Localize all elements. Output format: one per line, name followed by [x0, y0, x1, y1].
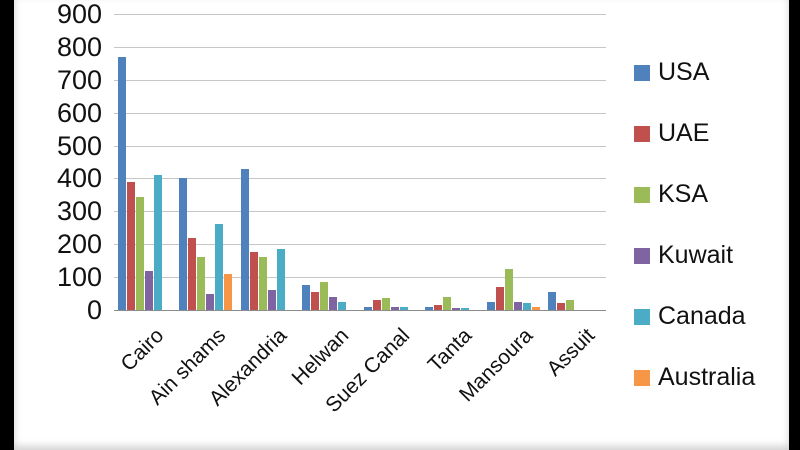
y-axis-tick-label: 300 [56, 196, 102, 226]
ksa-legend-swatch-icon [634, 186, 650, 203]
bar-usa-assuit [548, 292, 556, 310]
gridline [114, 244, 606, 245]
bar-usa-tanta [425, 307, 433, 310]
bar-uae-alexandria [250, 252, 258, 310]
y-axis-tick-label: 500 [56, 131, 102, 161]
y-axis-tick-label: 600 [56, 98, 102, 128]
bar-kuwait-alexandria [268, 290, 276, 310]
kuwait-legend-swatch-icon [634, 247, 650, 264]
legend-label: Kuwait [658, 241, 734, 269]
gridline [114, 113, 606, 114]
bar-canada-mansoura [523, 303, 531, 310]
usa-legend-swatch-icon [634, 64, 650, 81]
legend-label: KSA [658, 180, 709, 208]
chart-legend: USA UAE KSA Kuwait Canada Australia [634, 58, 755, 424]
bar-canada-suez-canal [400, 307, 408, 310]
bar-canada-ain-shams [215, 224, 223, 310]
bar-ksa-cairo [136, 197, 144, 310]
canada-legend-swatch-icon [634, 308, 650, 325]
x-axis-category-label: Tanta [423, 324, 477, 377]
gridline [114, 277, 606, 278]
legend-item-uae: UAE [634, 119, 755, 148]
bar-kuwait-helwan [329, 297, 337, 310]
bar-uae-mansoura [496, 287, 504, 310]
chart-slide: 0 100 200 300 400 500 600 700 800 900 Cairo Ain sha… [14, 0, 789, 450]
legend-item-australia: Australia [634, 363, 755, 392]
y-axis-tick-label: 0 [86, 295, 102, 325]
bar-ksa-tanta [443, 297, 451, 310]
legend-item-kuwait: Kuwait [634, 241, 755, 270]
bar-chart: 0 100 200 300 400 500 600 700 800 900 Cairo Ain sha… [14, 0, 789, 450]
bar-uae-tanta [434, 305, 442, 310]
bar-canada-helwan [338, 302, 346, 310]
bar-ksa-ain-shams [197, 257, 205, 310]
gridline [114, 80, 606, 81]
legend-label: Canada [658, 302, 746, 330]
gridline [114, 211, 606, 212]
bar-kuwait-tanta [452, 308, 460, 310]
gridline [114, 178, 606, 179]
y-axis-tick-label: 800 [56, 32, 102, 62]
legend-item-canada: Canada [634, 302, 755, 331]
bar-usa-mansoura [487, 302, 495, 310]
y-axis-tick-label: 700 [56, 65, 102, 95]
bar-kuwait-ain-shams [206, 294, 214, 310]
bar-ksa-assuit [566, 300, 574, 310]
legend-item-ksa: KSA [634, 180, 755, 209]
bar-uae-ain-shams [188, 238, 196, 310]
bar-canada-cairo [154, 175, 162, 310]
gridline [114, 310, 606, 311]
bar-usa-suez-canal [364, 307, 372, 310]
legend-label: Australia [658, 363, 756, 391]
bar-ksa-suez-canal [382, 298, 390, 310]
x-axis-category-label: Assuit [542, 324, 600, 381]
x-axis-category-label: Cairo [116, 324, 169, 376]
bar-australia-mansoura [532, 307, 540, 310]
bar-uae-suez-canal [373, 300, 381, 310]
bar-usa-ain-shams [179, 178, 187, 310]
australia-legend-swatch-icon [634, 369, 650, 386]
y-axis-tick-label: 900 [56, 0, 102, 29]
bar-canada-tanta [461, 308, 469, 310]
bar-usa-alexandria [241, 169, 249, 310]
gridline [114, 146, 606, 147]
legend-label: USA [658, 58, 710, 86]
uae-legend-swatch-icon [634, 125, 650, 142]
legend-label: UAE [658, 119, 710, 147]
legend-item-usa: USA [634, 58, 755, 87]
gridline [114, 14, 606, 15]
bar-ksa-helwan [320, 282, 328, 310]
bar-usa-helwan [302, 285, 310, 310]
bar-ksa-mansoura [505, 269, 513, 310]
bar-uae-helwan [311, 292, 319, 310]
gridline [114, 47, 606, 48]
bar-usa-cairo [118, 57, 126, 310]
bar-uae-assuit [557, 303, 565, 310]
bar-kuwait-cairo [145, 271, 153, 310]
bar-canada-alexandria [277, 249, 285, 310]
bar-kuwait-mansoura [514, 302, 522, 310]
bar-kuwait-suez-canal [391, 307, 399, 310]
y-axis-tick-label: 100 [56, 262, 102, 292]
y-axis-tick-label: 400 [56, 163, 102, 193]
bar-uae-cairo [127, 182, 135, 310]
bar-australia-ain-shams [224, 274, 232, 310]
bar-ksa-alexandria [259, 257, 267, 310]
y-axis-tick-label: 200 [56, 229, 102, 259]
